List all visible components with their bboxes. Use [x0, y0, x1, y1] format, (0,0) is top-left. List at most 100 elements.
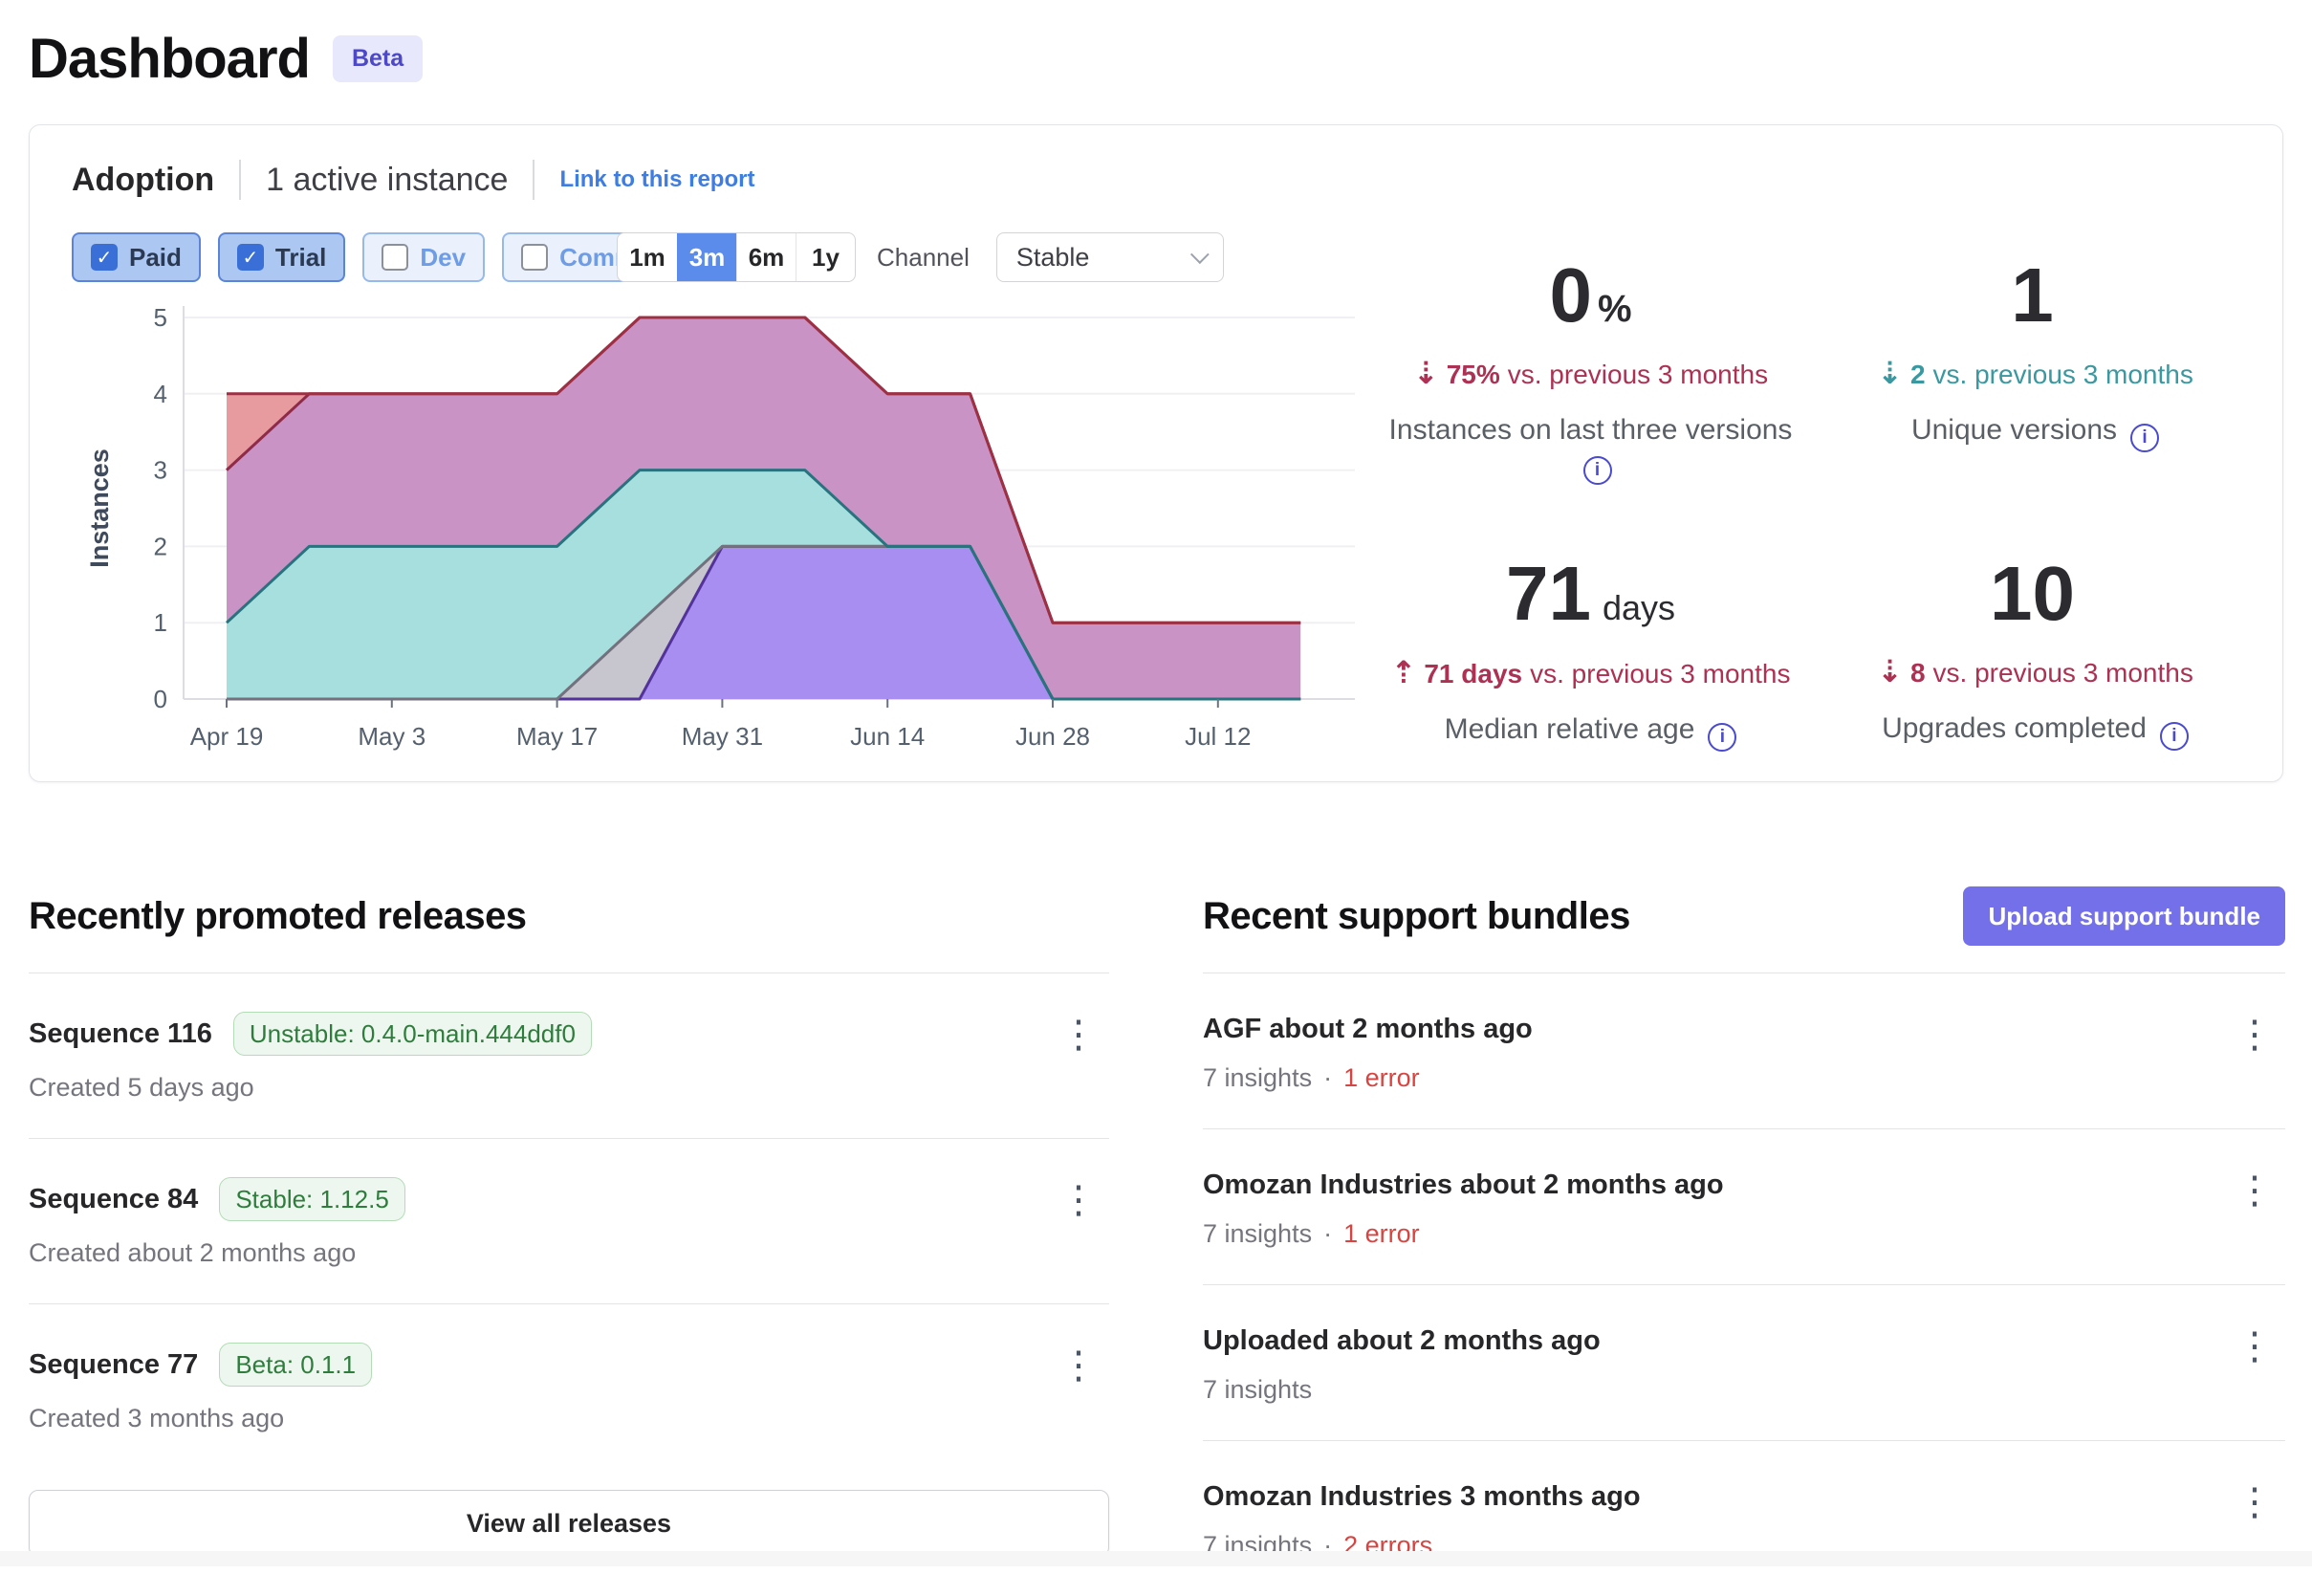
stat-change: ⇣ 2 vs. previous 3 months — [1877, 356, 2193, 390]
svg-text:Jun 28: Jun 28 — [1015, 722, 1090, 751]
page-title: Dashboard — [29, 28, 311, 90]
adoption-card-header: Adoption 1 active instance Link to this … — [72, 160, 754, 200]
bundle-error-count: 1 error — [1343, 1219, 1420, 1248]
kebab-menu-icon[interactable]: ⋮ — [2236, 1325, 2274, 1367]
bundle-row: Omozan Industries about 2 months ago 7 i… — [1203, 1129, 2285, 1285]
stat-upgrades-completed: 10 ⇣ 8 vs. previous 3 months Upgrades comp… — [1813, 550, 2257, 751]
support-bundles-section: Recent support bundles Upload support bu… — [1203, 885, 2285, 1596]
stat-value: 71 — [1505, 551, 1591, 636]
svg-text:2: 2 — [154, 532, 167, 560]
release-row: Sequence 84 Stable: 1.12.5 Created about… — [29, 1139, 1109, 1304]
release-channel-badge: Unstable: 0.4.0-main.444ddf0 — [232, 1012, 592, 1056]
release-name: Sequence 84 — [29, 1184, 199, 1214]
filter-label: Paid — [129, 242, 182, 272]
releases-heading: Recently promoted releases — [29, 894, 527, 937]
stat-value: 0 — [1549, 252, 1592, 338]
adoption-chart-svg[interactable]: Apr 19 May 3 May 17 May 31 Jun 14 Jun 28 Jul 1… — [83, 284, 1393, 762]
filter-trial[interactable]: ✓ Trial — [217, 232, 346, 282]
stat-value: 1 — [2011, 252, 2054, 338]
range-1y[interactable]: 1y — [796, 233, 855, 281]
bundle-row: Omozan Industries 3 months ago 7 insight… — [1203, 1441, 2285, 1596]
svg-text:Jul 12: Jul 12 — [1185, 722, 1251, 751]
channel-select[interactable]: Stable — [995, 232, 1224, 282]
release-channel-badge: Stable: 1.12.5 — [219, 1177, 405, 1221]
bundle-title: Uploaded about 2 months ago — [1203, 1325, 1601, 1356]
svg-text:5: 5 — [154, 303, 167, 332]
checkbox-checked-icon: ✓ — [236, 244, 264, 271]
svg-text:Instances: Instances — [85, 448, 114, 568]
link-to-report[interactable]: Link to this report — [559, 166, 755, 192]
range-6m[interactable]: 6m — [736, 233, 796, 281]
bundles-heading: Recent support bundles — [1203, 894, 1630, 937]
filter-dev[interactable]: Dev — [362, 232, 486, 282]
release-row: Sequence 116 Unstable: 0.4.0-main.444ddf… — [29, 973, 1109, 1139]
trend-up-arrow-icon: ⇡ — [1390, 655, 1417, 689]
active-instance-count: 1 active instance — [266, 161, 509, 198]
range-1m[interactable]: 1m — [629, 242, 665, 272]
stat-value: 10 — [1990, 551, 2075, 636]
bundle-insights: 7 insights — [1203, 1063, 1313, 1092]
stat-suffix: days — [1602, 588, 1676, 627]
adoption-card: Adoption 1 active instance Link to this … — [29, 124, 2283, 782]
releases-section: Recently promoted releases Sequence 116 … — [29, 885, 1109, 1557]
stat-change: ⇣ 8 vs. previous 3 months — [1877, 654, 2193, 689]
checkbox-unchecked-icon — [382, 244, 409, 271]
vertical-divider — [239, 160, 242, 200]
bundle-title: Omozan Industries 3 months ago — [1203, 1481, 1641, 1512]
kebab-menu-icon[interactable]: ⋮ — [1059, 1179, 1098, 1221]
stat-label: Median relative age — [1444, 713, 1695, 745]
adoption-stats: 0% ⇣ 75% vs. previous 3 months Instances o… — [1368, 251, 2257, 752]
dot-separator: · — [1323, 1219, 1333, 1248]
trend-down-arrow-icon: ⇣ — [1877, 356, 1903, 390]
range-3m[interactable]: 3m — [677, 233, 736, 281]
kebab-menu-icon[interactable]: ⋮ — [2236, 1481, 2274, 1523]
info-icon[interactable]: i — [1582, 456, 1612, 485]
release-created: Created 5 days ago — [29, 1073, 254, 1102]
kebab-menu-icon[interactable]: ⋮ — [2236, 1014, 2274, 1056]
bundle-insights: 7 insights — [1203, 1375, 1313, 1404]
info-icon[interactable]: i — [1708, 723, 1737, 752]
stat-label: Instances on last three versions — [1388, 414, 1793, 446]
checkbox-unchecked-icon — [521, 244, 549, 271]
stat-change: ⇡ 71 days vs. previous 3 months — [1390, 655, 1791, 689]
chevron-down-icon — [1189, 245, 1210, 265]
time-range-selector: 1m 3m 6m 1y — [617, 232, 856, 282]
svg-text:May 3: May 3 — [358, 722, 425, 751]
dot-separator: · — [1323, 1531, 1333, 1560]
svg-text:1: 1 — [154, 608, 167, 637]
release-name: Sequence 116 — [29, 1018, 212, 1049]
view-all-releases-button[interactable]: View all releases — [29, 1490, 1109, 1557]
filter-label: Dev — [420, 242, 467, 272]
bundle-row: AGF about 2 months ago 7 insights · 1 erro… — [1203, 973, 2285, 1129]
info-icon[interactable]: i — [2159, 722, 2189, 751]
beta-badge: Beta — [332, 35, 424, 82]
kebab-menu-icon[interactable]: ⋮ — [2236, 1170, 2274, 1212]
release-created: Created 3 months ago — [29, 1404, 285, 1432]
info-icon[interactable]: i — [2130, 424, 2160, 452]
channel-selected-value: Stable — [1015, 242, 1090, 272]
svg-text:4: 4 — [154, 380, 167, 408]
kebab-menu-icon[interactable]: ⋮ — [1059, 1014, 1098, 1056]
kebab-menu-icon[interactable]: ⋮ — [1059, 1345, 1098, 1387]
adoption-chart[interactable]: Apr 19 May 3 May 17 May 31 Jun 14 Jun 28 Jul 1… — [83, 284, 1393, 762]
svg-text:3: 3 — [154, 456, 167, 485]
stat-change: ⇣ 75% vs. previous 3 months — [1412, 356, 1769, 390]
page-header: Dashboard Beta — [29, 27, 424, 91]
bundle-error-count: 1 error — [1343, 1063, 1420, 1092]
stat-median-relative-age: 71 days ⇡ 71 days vs. previous 3 months Med… — [1368, 550, 1813, 752]
release-name: Sequence 77 — [29, 1349, 199, 1380]
filter-paid[interactable]: ✓ Paid — [72, 232, 201, 282]
bundle-row: Uploaded about 2 months ago 7 insights ⋮ — [1203, 1285, 2285, 1441]
upload-support-bundle-button[interactable]: Upload support bundle — [1963, 886, 2285, 946]
stat-instances-last-three-versions: 0% ⇣ 75% vs. previous 3 months Instances o… — [1368, 251, 1813, 485]
svg-text:Jun 14: Jun 14 — [850, 722, 925, 751]
vertical-divider — [533, 160, 535, 200]
release-channel-badge: Beta: 0.1.1 — [219, 1343, 373, 1387]
bundle-title: AGF about 2 months ago — [1203, 1014, 1533, 1044]
dot-separator: · — [1323, 1063, 1333, 1092]
filter-label: Trial — [274, 242, 327, 272]
page-background-strip — [0, 1551, 2312, 1566]
svg-text:Apr 19: Apr 19 — [190, 722, 264, 751]
stat-label: Unique versions — [1910, 414, 2118, 446]
release-row: Sequence 77 Beta: 0.1.1 Created 3 months… — [29, 1304, 1109, 1469]
